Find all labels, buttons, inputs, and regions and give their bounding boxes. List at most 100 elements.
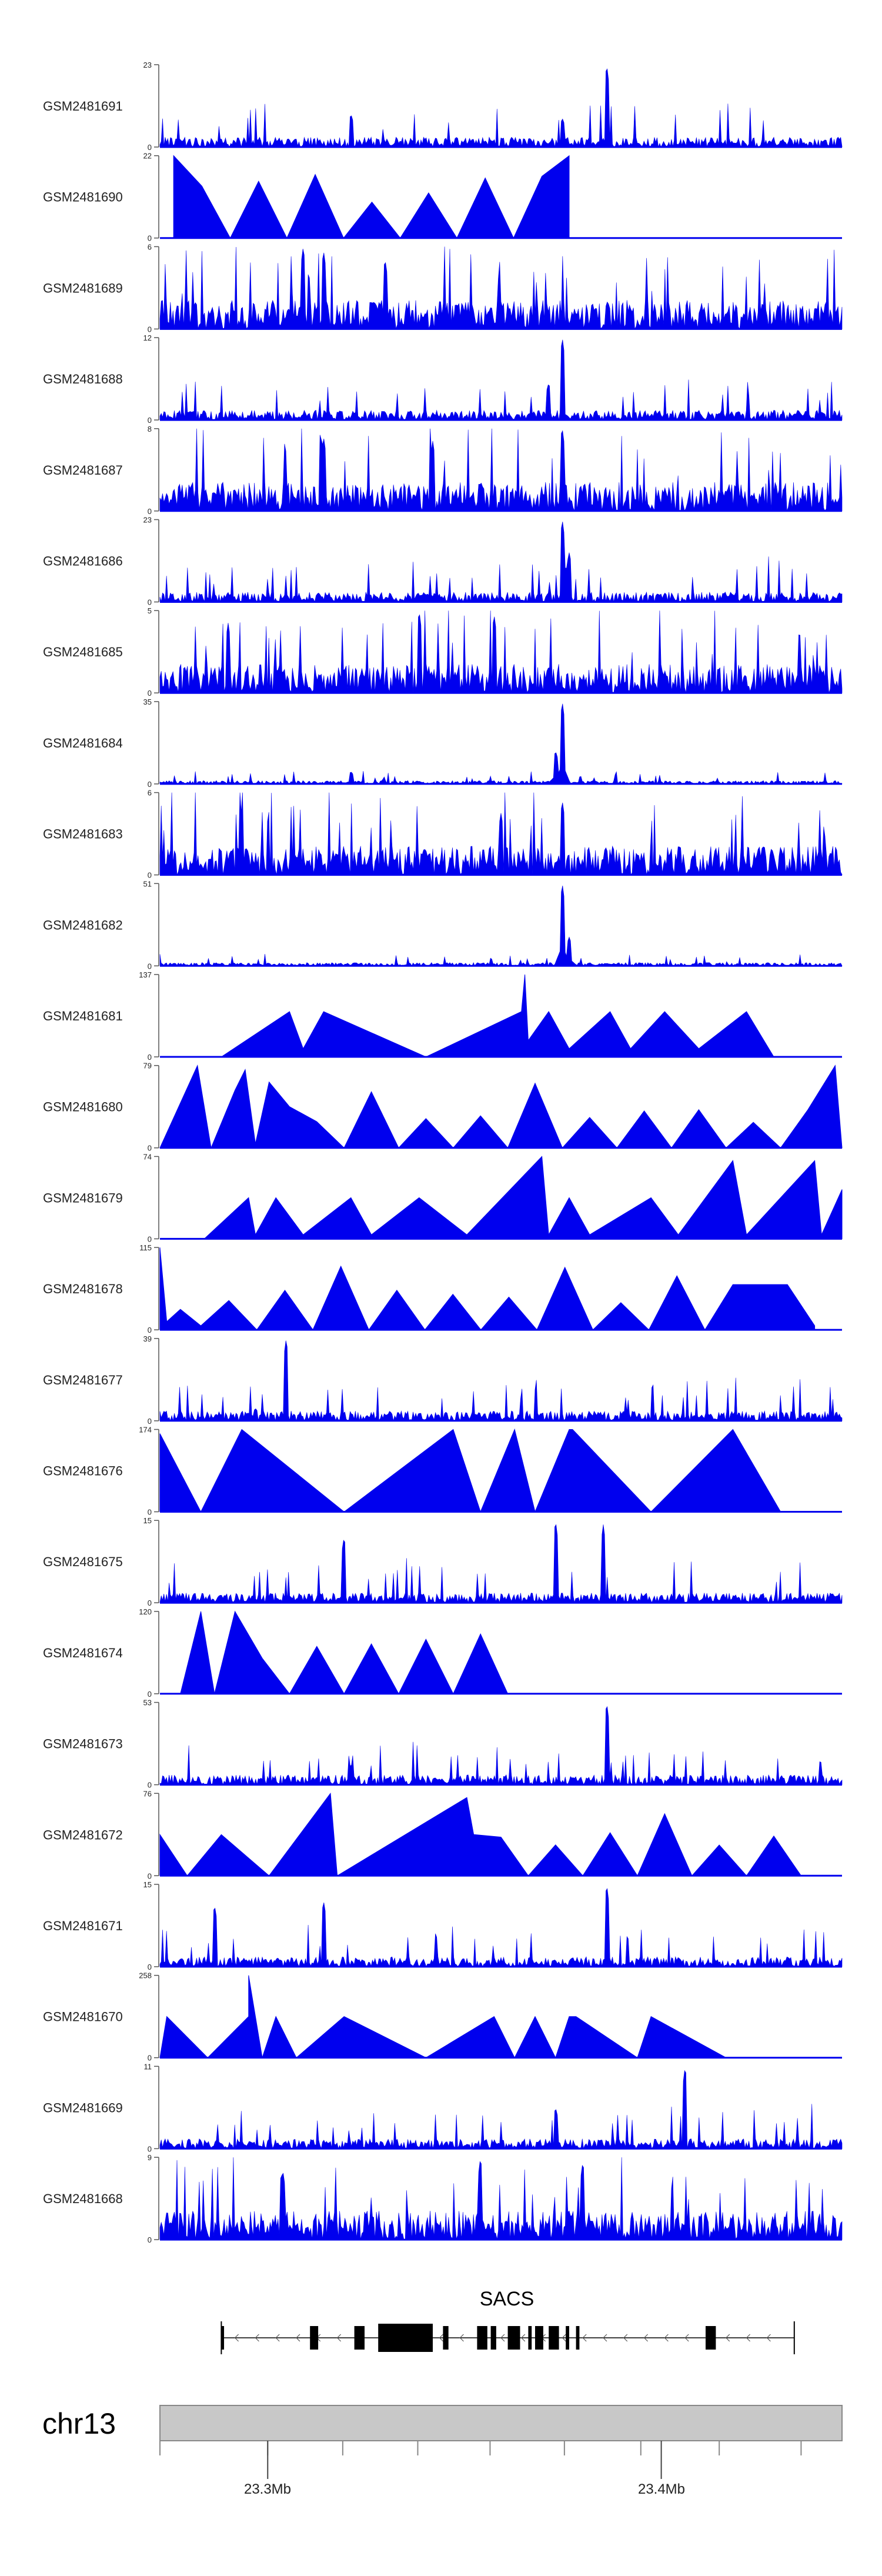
y-tick-label-min: 0 bbox=[148, 325, 152, 333]
track-GSM2481677: GSM2481677 39 0 bbox=[43, 1334, 843, 1426]
track-label: GSM2481685 bbox=[43, 645, 123, 659]
track-GSM2481687: GSM2481687 8 0 bbox=[43, 425, 843, 516]
signal-area bbox=[159, 246, 843, 330]
signal-area bbox=[159, 1065, 843, 1149]
signal-area bbox=[159, 1428, 781, 1513]
track-label: GSM2481672 bbox=[43, 1827, 123, 1842]
track-GSM2481676: GSM2481676 174 0 bbox=[43, 1426, 842, 1517]
track-label: GSM2481683 bbox=[43, 827, 123, 842]
y-tick-label-max: 9 bbox=[148, 2153, 152, 2162]
gene-exon bbox=[706, 2326, 716, 2350]
y-tick-label-min: 0 bbox=[148, 871, 152, 880]
coordinate-axis bbox=[159, 2440, 842, 2479]
strand-chevron bbox=[439, 2334, 444, 2342]
y-tick-label-max: 23 bbox=[143, 516, 152, 525]
track-GSM2481669: GSM2481669 11 0 bbox=[43, 2062, 843, 2153]
y-tick-label-max: 12 bbox=[143, 333, 152, 342]
strand-chevron bbox=[336, 2334, 342, 2342]
track-label: GSM2481687 bbox=[43, 463, 123, 478]
signal-area bbox=[159, 2157, 843, 2240]
y-tick-label-min: 0 bbox=[148, 1781, 152, 1790]
track-label: GSM2481674 bbox=[43, 1646, 123, 1660]
y-tick-label-min: 0 bbox=[148, 1871, 152, 1880]
track-label: GSM2481668 bbox=[43, 2191, 123, 2206]
strand-chevron bbox=[746, 2334, 751, 2342]
signal-area bbox=[203, 1156, 843, 1239]
signal-area bbox=[159, 522, 843, 603]
strand-chevron bbox=[582, 2334, 587, 2342]
chromosome-ideogram bbox=[159, 2405, 843, 2441]
y-tick-label-max: 137 bbox=[139, 970, 152, 979]
track-label: GSM2481673 bbox=[43, 1737, 123, 1751]
strand-chevron bbox=[255, 2334, 259, 2342]
gene-exon bbox=[566, 2326, 569, 2350]
gene-exon bbox=[378, 2324, 433, 2352]
y-tick-label-min: 0 bbox=[148, 2144, 152, 2153]
track-GSM2481678: GSM2481678 115 0 bbox=[43, 1243, 842, 1334]
track-label: GSM2481689 bbox=[43, 281, 123, 295]
strand-chevron bbox=[603, 2334, 607, 2342]
y-tick-label-min: 0 bbox=[148, 1508, 152, 1517]
signal-area bbox=[180, 1610, 535, 1695]
y-tick-label-max: 15 bbox=[143, 1880, 152, 1889]
track-label: GSM2481686 bbox=[43, 554, 123, 569]
strand-chevron bbox=[725, 2334, 730, 2342]
y-tick-label-max: 76 bbox=[143, 1789, 152, 1798]
signal-tracks: GSM2481691230GSM2481690220GSM248168960GS… bbox=[43, 61, 843, 2244]
y-tick-label-max: 53 bbox=[143, 1699, 152, 1707]
signal-area bbox=[159, 428, 843, 512]
y-tick-label-max: 174 bbox=[139, 1426, 152, 1434]
y-tick-label-min: 0 bbox=[148, 1326, 152, 1334]
gene-name: SACS bbox=[480, 2288, 534, 2310]
y-tick-label-min: 0 bbox=[148, 1963, 152, 1971]
signal-area bbox=[159, 68, 843, 148]
y-tick-label-min: 0 bbox=[148, 1234, 152, 1243]
gene-exon bbox=[549, 2326, 559, 2350]
y-tick-label-max: 6 bbox=[148, 789, 152, 798]
strand-chevron bbox=[275, 2334, 280, 2342]
strand-chevron bbox=[562, 2334, 566, 2342]
track-GSM2481688: GSM2481688 12 0 bbox=[43, 333, 843, 425]
y-tick-label-min: 0 bbox=[148, 507, 152, 516]
gene-exon bbox=[477, 2326, 487, 2350]
coordinate-label-23-3mb: 23.3Mb bbox=[244, 2481, 291, 2497]
track-GSM2481672: GSM2481672 76 0 bbox=[43, 1789, 842, 1880]
y-tick-label-min: 0 bbox=[148, 1053, 152, 1062]
track-label: GSM2481691 bbox=[43, 99, 123, 114]
strand-chevron bbox=[643, 2334, 649, 2342]
track-GSM2481690: GSM2481690 22 0 bbox=[43, 152, 842, 243]
gene-exon bbox=[490, 2326, 496, 2350]
track-GSM2481691: GSM2481691 23 0 bbox=[43, 61, 843, 152]
strand-chevron bbox=[684, 2334, 689, 2342]
gene-exon bbox=[354, 2326, 365, 2350]
y-tick-label-max: 39 bbox=[143, 1334, 152, 1343]
y-tick-label-max: 6 bbox=[148, 242, 152, 251]
track-GSM2481673: GSM2481673 53 0 bbox=[43, 1699, 843, 1790]
strand-chevron bbox=[623, 2334, 628, 2342]
gene-exon bbox=[310, 2326, 319, 2350]
y-tick-label-max: 22 bbox=[143, 152, 152, 161]
track-GSM2481684: GSM2481684 35 0 bbox=[43, 698, 843, 789]
y-tick-label-max: 23 bbox=[143, 61, 152, 69]
signal-area bbox=[159, 885, 843, 966]
signal-area bbox=[220, 974, 774, 1057]
y-tick-label-max: 258 bbox=[139, 1971, 152, 1980]
y-tick-label-min: 0 bbox=[148, 143, 152, 152]
track-GSM2481685: GSM2481685 5 0 bbox=[43, 606, 843, 698]
track-GSM2481679: GSM2481679 74 0 bbox=[43, 1152, 843, 1243]
y-tick-label-max: 51 bbox=[143, 879, 152, 888]
signal-area bbox=[159, 792, 843, 876]
signal-area bbox=[159, 703, 843, 785]
track-label: GSM2481676 bbox=[43, 1464, 123, 1479]
chromosome-label: chr13 bbox=[42, 2407, 116, 2440]
signal-area bbox=[159, 1706, 843, 1786]
y-tick-label-min: 0 bbox=[148, 234, 152, 243]
track-label: GSM2481669 bbox=[43, 2100, 123, 2115]
y-tick-label-min: 0 bbox=[148, 2235, 152, 2244]
y-tick-label-max: 5 bbox=[148, 606, 152, 615]
strand-chevron bbox=[296, 2334, 300, 2342]
y-tick-label-max: 79 bbox=[143, 1062, 152, 1070]
y-tick-label-max: 15 bbox=[143, 1516, 152, 1525]
gene-exon bbox=[535, 2326, 543, 2350]
